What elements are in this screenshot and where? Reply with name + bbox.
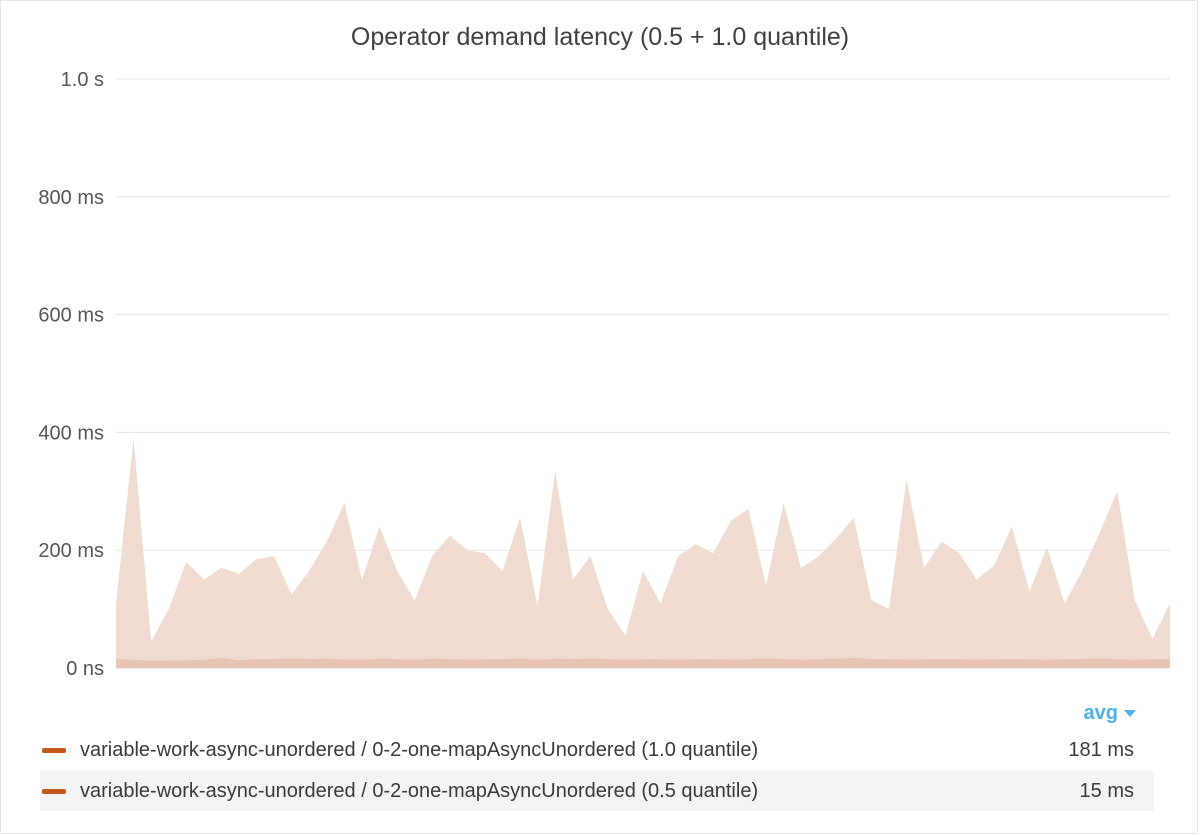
y-tick-label: 200 ms <box>38 540 104 562</box>
area-series-q050[interactable] <box>116 657 1170 668</box>
y-tick-label: 800 ms <box>38 187 104 209</box>
legend-series-name[interactable]: variable-work-async-unordered / 0-2-one-… <box>80 738 759 761</box>
legend-sort-label[interactable]: avg <box>1083 702 1118 724</box>
y-tick-label: 1.0 s <box>61 69 104 91</box>
series-color-swatch[interactable] <box>42 788 66 794</box>
legend-item[interactable]: variable-work-async-unordered / 0-2-one-… <box>40 771 1154 811</box>
panel-title: Operator demand latency (0.5 + 1.0 quant… <box>350 23 850 51</box>
legend-series-avg: 181 ms <box>1068 738 1134 761</box>
y-axis-ticks: 0 ns 200 ms 400 ms 600 ms 800 ms 1.0 s <box>38 69 104 680</box>
chart-plot: 0 ns 200 ms 400 ms 600 ms 800 ms 1.0 s <box>38 69 1170 680</box>
legend-sort-header[interactable]: avg <box>1084 702 1136 725</box>
legend-item[interactable]: variable-work-async-unordered / 0-2-one-… <box>40 730 1154 770</box>
y-tick-label: 600 ms <box>38 305 104 327</box>
caret-down-icon[interactable] <box>1124 710 1136 718</box>
legend-series-name[interactable]: variable-work-async-unordered / 0-2-one-… <box>80 779 759 802</box>
series-areas <box>116 438 1170 668</box>
y-tick-label: 0 ns <box>66 658 104 680</box>
legend-series-avg: 15 ms <box>1079 779 1134 802</box>
y-tick-label: 400 ms <box>38 422 104 444</box>
series-color-swatch[interactable] <box>42 747 66 753</box>
area-series-q100[interactable] <box>116 438 1170 668</box>
